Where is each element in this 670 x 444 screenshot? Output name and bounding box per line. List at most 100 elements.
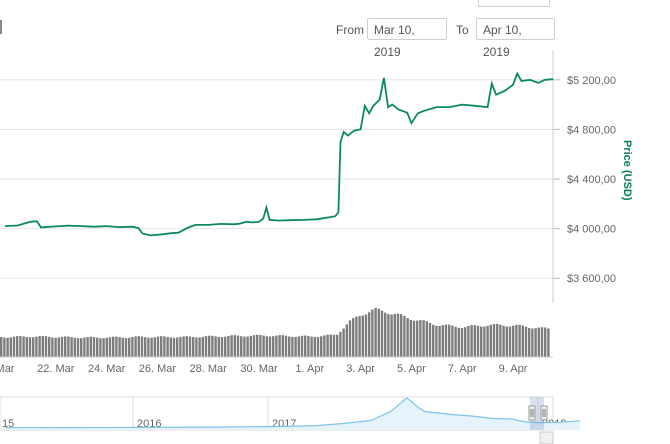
volume-bar-4: [12, 336, 16, 357]
volume-bar-123: [393, 314, 396, 357]
navigator-handle-left[interactable]: [528, 405, 536, 421]
date-range-bar: From Mar 10, 2019 To Apr 10, 2019: [0, 18, 670, 59]
volume-bar-1: [3, 337, 6, 357]
volume-bar-30: [96, 337, 99, 357]
volume-bar-104: [332, 334, 336, 357]
volume-bar-131: [419, 320, 422, 357]
volume-bar-0: [0, 337, 3, 357]
volume-bar-149: [476, 325, 480, 357]
volume-bar-129: [412, 320, 416, 357]
volume-bar-42: [134, 336, 137, 357]
volume-bar-157: [502, 325, 505, 357]
volume-bar-85: [272, 336, 275, 357]
volume-bar-82: [262, 335, 265, 357]
navigator-line: [5, 397, 580, 429]
volume-bar-114: [364, 314, 368, 357]
volume-bar-14: [44, 336, 48, 357]
y-tick-label-0: $3 600,00: [567, 273, 616, 285]
volume-bar-66: [211, 335, 214, 357]
volume-bar-116: [371, 309, 374, 357]
volume-bar-72: [230, 335, 233, 357]
volume-bar-35: [112, 336, 115, 357]
volume-bar-109: [348, 320, 352, 357]
volume-bar-3: [9, 337, 12, 357]
volume-bar-97: [310, 336, 313, 357]
x-tick-label-1: 22. Mar: [37, 363, 75, 375]
volume-bar-144: [460, 328, 464, 357]
from-label: From: [336, 23, 364, 37]
volume-bar-46: [147, 337, 150, 357]
volume-bar-139: [444, 324, 448, 357]
volume-bar-135: [432, 324, 435, 357]
volume-bar-60: [192, 337, 195, 357]
volume-bar-34: [108, 337, 112, 357]
volume-bar-59: [188, 336, 192, 357]
x-tick-label-9: 7. Apr: [448, 363, 477, 375]
volume-bar-71: [227, 336, 230, 357]
volume-bar-166: [531, 328, 534, 357]
volume-bar-73: [233, 335, 236, 357]
volume-bar-44: [140, 336, 144, 357]
volume-bar-70: [224, 336, 227, 357]
volume-bar-132: [422, 320, 425, 357]
volume-bar-113: [361, 315, 364, 357]
volume-bar-117: [374, 307, 377, 357]
volume-bar-81: [259, 334, 262, 357]
volume-bar-7: [22, 336, 25, 357]
volume-bar-2: [6, 337, 9, 357]
volume-bar-165: [528, 327, 531, 357]
price-line: [4, 71, 554, 237]
volume-bar-124: [396, 313, 400, 357]
volume-bar-64: [204, 336, 208, 357]
volume-bar-167: [534, 328, 537, 357]
volume-bar-158: [505, 326, 508, 357]
volume-bar-148: [473, 325, 476, 357]
volume-bar-33: [105, 337, 108, 357]
navigator-selection[interactable]: [530, 397, 544, 430]
volume-bar-162: [518, 324, 521, 357]
volume-bar-86: [275, 335, 278, 357]
x-tick-label-7: 3. Apr: [346, 363, 375, 375]
volume-bar-27: [86, 337, 89, 357]
volume-bar-45: [144, 337, 147, 357]
volume-bar-93: [297, 336, 300, 357]
volume-bar-40: [128, 337, 131, 357]
navigator-scrollbar[interactable]: [539, 431, 554, 444]
volume-bar-115: [368, 312, 371, 357]
volume-bar-122: [390, 314, 393, 357]
volume-bar-105: [336, 334, 339, 357]
volume-bar-121: [387, 314, 390, 357]
y-tick-label-1: $4 000,00: [567, 224, 616, 236]
x-tick-label-3: 26. Mar: [139, 363, 177, 375]
volume-bar-26: [83, 337, 86, 357]
volume-bar-21: [67, 336, 70, 357]
y-tick-label-2: $4 400,00: [567, 174, 616, 186]
volume-bar-119: [380, 310, 384, 357]
volume-bar-67: [214, 336, 217, 357]
volume-bar-63: [201, 336, 204, 357]
grid-lines: [0, 79, 553, 279]
volume-bar-58: [185, 336, 188, 357]
volume-bar-56: [179, 336, 182, 357]
volume-bar-53: [169, 337, 172, 357]
volume-bar-47: [150, 337, 153, 357]
navigator-handle-right[interactable]: [540, 405, 548, 421]
volume-bar-80: [256, 334, 259, 357]
volume-bar-24: [76, 338, 80, 357]
volume-bar-41: [131, 337, 134, 357]
left-edge-mark: [0, 20, 2, 34]
x-tick-label-5: 30. Mar: [240, 363, 278, 375]
volume-bar-133: [425, 321, 428, 357]
volume-bar-52: [166, 336, 169, 357]
volume-bar-126: [403, 315, 406, 357]
volume-bar-15: [48, 336, 51, 357]
volume-bar-36: [115, 336, 118, 357]
from-date-input[interactable]: Mar 10, 2019: [367, 18, 447, 59]
volume-bar-107: [342, 328, 345, 357]
volume-bar-136: [435, 325, 438, 357]
volume-bar-170: [544, 327, 547, 357]
volume-bar-28: [89, 336, 92, 357]
to-date-input[interactable]: Apr 10, 2019: [476, 18, 555, 59]
volume-bar-5: [16, 336, 19, 357]
volume-bar-32: [102, 338, 105, 357]
